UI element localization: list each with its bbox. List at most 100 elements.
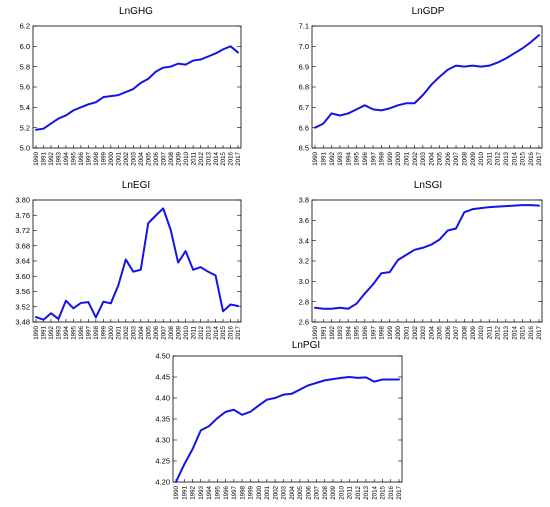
x-tick-label: 1994 [206, 485, 213, 499]
x-tick-label: 2008 [462, 325, 469, 339]
x-tick-label: 2008 [322, 485, 329, 499]
x-tick-label: 1999 [387, 151, 394, 165]
y-tick-label: 6.6 [299, 123, 309, 132]
x-tick-label: 1990 [312, 151, 319, 165]
x-tick-label: 1992 [329, 325, 336, 339]
y-tick-label: 4.30 [155, 436, 170, 445]
x-tick-label: 2011 [486, 325, 493, 339]
y-tick-label: 7.1 [299, 22, 309, 31]
x-tick-label: 2017 [235, 325, 242, 339]
x-tick-label: 2001 [115, 325, 122, 339]
x-tick-label: 1992 [329, 151, 336, 165]
y-tick-label: 6.7 [299, 103, 309, 112]
y-tick-label: 7.0 [299, 42, 309, 51]
x-tick-label: 1991 [181, 485, 188, 499]
x-tick-label: 2012 [198, 325, 205, 339]
y-tick-label: 6.8 [299, 83, 309, 92]
x-tick-label: 2010 [183, 151, 190, 165]
y-tick-label: 6.2 [20, 22, 30, 31]
x-tick-label: 2001 [115, 151, 122, 165]
x-tick-label: 1995 [71, 151, 78, 165]
x-tick-label: 2009 [330, 485, 337, 499]
y-tick-label: 2.6 [299, 318, 309, 327]
plot-frame [172, 355, 403, 483]
y-tick-label: 4.20 [155, 478, 170, 487]
x-tick-label: 1998 [239, 485, 246, 499]
x-tick-label: 1992 [48, 151, 55, 165]
y-tick-label: 5.8 [20, 62, 30, 71]
x-tick-label: 2004 [428, 325, 435, 339]
x-tick-label: 1992 [190, 485, 197, 499]
y-tick-label: 6.5 [299, 144, 309, 153]
y-tick-label: 5.2 [20, 123, 30, 132]
x-tick-label: 2000 [256, 485, 263, 499]
x-tick-label: 1997 [231, 485, 238, 499]
chart-title: LnGHG [119, 6, 153, 17]
y-tick-label: 3.80 [15, 196, 30, 205]
x-tick-label: 2010 [478, 325, 485, 339]
x-tick-label: 2007 [160, 151, 167, 165]
y-tick-label: 3.48 [15, 318, 30, 327]
y-tick-label: 4.35 [155, 415, 170, 424]
x-tick-label: 2000 [108, 151, 115, 165]
x-tick-label: 2002 [412, 325, 419, 339]
panel-lnegi: LnEGI 3.483.523.563.603.643.683.723.763.… [15, 180, 242, 340]
y-tick-label: 3.68 [15, 241, 30, 250]
y-tick-label: 3.2 [299, 257, 309, 266]
x-tick-label: 2010 [183, 325, 190, 339]
x-tick-label: 1991 [41, 325, 48, 339]
plot-frame [311, 199, 543, 323]
x-tick-label: 2012 [495, 151, 502, 165]
x-tick-label: 1993 [56, 151, 63, 165]
x-axis: 1990 1991 1992 1993 1994 1995 1996 1997 1998 1999… [312, 319, 543, 340]
x-tick-label: 2011 [347, 485, 354, 499]
series-line [314, 34, 540, 129]
y-axis: 2.6 2.8 3.0 3.2 3.4 3.6 3.8 [299, 196, 542, 327]
x-tick-label: 2002 [123, 325, 130, 339]
x-tick-label: 2005 [437, 151, 444, 165]
y-tick-label: 3.64 [15, 257, 30, 266]
x-tick-label: 2016 [228, 151, 235, 165]
x-tick-label: 2014 [213, 325, 220, 339]
y-tick-label: 2.8 [299, 297, 309, 306]
x-tick-label: 2017 [536, 151, 543, 165]
x-tick-label: 1994 [345, 151, 352, 165]
x-tick-label: 2009 [175, 325, 182, 339]
x-tick-label: 2007 [314, 485, 321, 499]
x-tick-label: 1991 [320, 325, 327, 339]
x-tick-label: 1997 [370, 151, 377, 165]
x-tick-label: 2003 [130, 325, 137, 339]
x-axis: 1990 1991 1992 1993 1994 1995 1996 1997 1998 1999… [33, 145, 242, 166]
plot-area [175, 376, 400, 483]
x-tick-label: 1990 [312, 325, 319, 339]
x-tick-label: 1999 [387, 325, 394, 339]
x-tick-label: 2003 [420, 325, 427, 339]
x-tick-label: 2014 [511, 325, 518, 339]
y-axis: 3.48 3.52 3.56 3.60 3.64 3.68 3.72 3.76 3.80 [15, 196, 241, 327]
x-tick-label: 1992 [48, 325, 55, 339]
y-tick-label: 4.50 [155, 352, 170, 361]
x-tick-label: 2008 [168, 325, 175, 339]
x-tick-label: 2013 [503, 325, 510, 339]
x-tick-label: 1998 [93, 325, 100, 339]
x-tick-label: 2002 [412, 151, 419, 165]
x-tick-label: 2001 [403, 151, 410, 165]
x-tick-label: 1996 [78, 151, 85, 165]
x-tick-label: 1998 [93, 151, 100, 165]
y-tick-label: 5.4 [20, 103, 30, 112]
y-tick-label: 5.0 [20, 144, 30, 153]
x-tick-label: 1993 [337, 151, 344, 165]
panel-lnghg: LnGHG 5.0 5.2 5.4 5.6 5.8 6.0 6.2 1990 1991 1992… [20, 6, 243, 166]
y-axis: 5.0 5.2 5.4 5.6 5.8 6.0 6.2 [20, 22, 241, 153]
series-line [175, 376, 400, 483]
x-tick-label: 2000 [395, 151, 402, 165]
x-tick-label: 2017 [536, 325, 543, 339]
x-tick-label: 1996 [78, 325, 85, 339]
x-tick-label: 2015 [520, 325, 527, 339]
x-axis: 1990 1991 1992 1993 1994 1995 1996 1997 1998 1999… [312, 145, 543, 166]
x-tick-label: 2005 [437, 325, 444, 339]
y-tick-label: 3.4 [299, 236, 309, 245]
y-tick-label: 6.9 [299, 62, 309, 71]
plot-area [35, 207, 239, 321]
